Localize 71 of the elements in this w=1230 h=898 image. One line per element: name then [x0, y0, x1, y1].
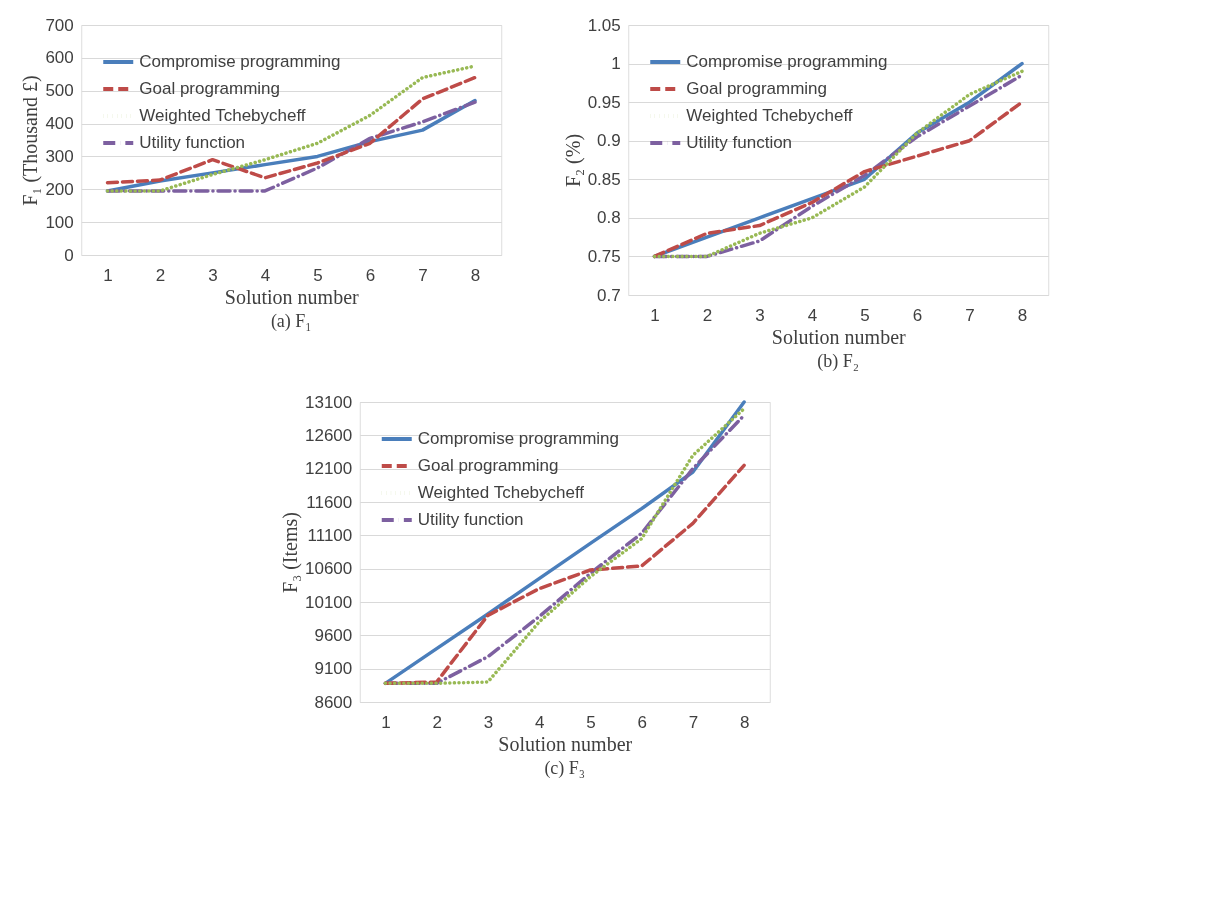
y-axis-title: F₁ (Thousand £) [19, 75, 43, 206]
y-tick-label: 8600 [314, 692, 353, 712]
legend-label: Goal programming [139, 79, 281, 98]
y-axis-title: F₃ (Items) [278, 512, 302, 593]
x-tick-label: 6 [912, 305, 923, 325]
y-tick-label: 0.85 [587, 169, 621, 189]
x-tick-label: 1 [103, 265, 113, 285]
x-tick-label: 4 [807, 305, 818, 325]
legend-label: Weighted Tchebycheff [686, 106, 853, 125]
y-tick-label: 0.75 [587, 246, 621, 266]
legend-label: Compromise programming [686, 52, 888, 71]
x-axis-title: Solution number [771, 325, 907, 348]
legend-label: Weighted Tchebycheff [139, 106, 306, 125]
x-tick-label: 3 [208, 265, 218, 285]
x-tick-label: 1 [650, 305, 660, 325]
x-tick-label: 4 [534, 712, 545, 732]
y-tick-label: 400 [45, 114, 74, 134]
text: (b) F₂ [817, 351, 860, 372]
y-tick-label: 600 [45, 48, 74, 68]
y-tick-label: 11600 [306, 492, 353, 512]
y-tick-label: 100 [45, 212, 74, 232]
x-tick-label: 2 [155, 265, 166, 285]
x-axis-title: Solution number [224, 285, 360, 308]
x-tick-label: 6 [637, 712, 647, 732]
text: (a) F₁ [270, 311, 312, 332]
x-tick-label: 8 [470, 265, 481, 285]
x-tick-label: 3 [483, 712, 494, 732]
legend-label: Goal programming [417, 456, 559, 475]
x-tick-label: 2 [702, 305, 713, 325]
y-tick-label: 500 [45, 81, 74, 101]
legend-label: Weighted Tchebycheff [417, 483, 585, 502]
y-tick-label: 13100 [304, 392, 353, 412]
x-tick-label: 5 [860, 305, 870, 325]
y-tick-label: 1.05 [587, 15, 621, 35]
y-tick-label: 300 [45, 146, 74, 166]
x-tick-label: 5 [313, 265, 323, 285]
x-tick-label: 8 [1017, 305, 1028, 325]
y-tick-label: 10600 [304, 559, 353, 579]
x-axis-title: Solution number [498, 732, 633, 755]
y-tick-label: 9100 [314, 659, 353, 679]
text: (c) F₃ [544, 758, 586, 779]
y-tick-label: 12100 [304, 459, 353, 479]
y-tick-label: 200 [45, 179, 74, 199]
legend-label: Utility function [686, 133, 793, 152]
legend-label: Utility function [417, 510, 524, 529]
x-tick-label: 8 [739, 712, 750, 732]
y-tick-label: 1 [611, 54, 621, 74]
y-tick-label: 700 [45, 15, 74, 35]
y-tick-label: 0.9 [597, 131, 621, 151]
y-tick-label: 0 [64, 245, 74, 265]
x-tick-label: 1 [381, 712, 391, 732]
x-tick-label: 7 [418, 265, 428, 285]
legend-label: Compromise programming [417, 429, 619, 448]
y-tick-label: 10100 [304, 592, 353, 612]
x-tick-label: 2 [432, 712, 442, 732]
legend-label: Utility function [139, 133, 246, 152]
x-tick-label: 3 [755, 305, 765, 325]
y-tick-label: 12600 [304, 425, 353, 445]
legend-label: Compromise programming [139, 52, 341, 71]
x-tick-label: 7 [688, 712, 699, 732]
y-axis-title: F₂ (%) [561, 133, 585, 188]
y-tick-label: 0.7 [597, 285, 621, 305]
x-tick-label: 4 [260, 265, 271, 285]
y-tick-label: 9600 [314, 625, 353, 645]
x-tick-label: 7 [965, 305, 975, 325]
y-tick-label: 11100 [307, 525, 353, 545]
y-tick-label: 0.95 [587, 92, 621, 112]
x-tick-label: 5 [586, 712, 596, 732]
legend-label: Goal programming [686, 79, 828, 98]
y-tick-label: 0.8 [597, 208, 621, 228]
x-tick-label: 6 [365, 265, 376, 285]
